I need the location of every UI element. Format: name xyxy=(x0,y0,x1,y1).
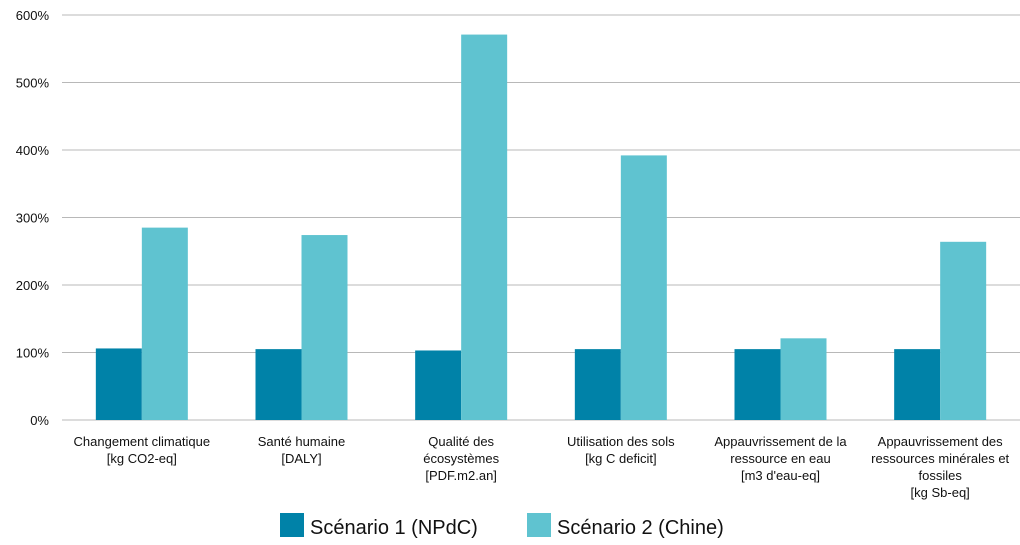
y-axis-ticks: 0% 100% 200% 300% 400% 500% 600% xyxy=(16,8,50,428)
y-tick-label: 500% xyxy=(16,76,50,91)
y-tick-label: 400% xyxy=(16,143,50,158)
x-axis-ticks: Changement climatique [kg CO2-eq] Santé hu… xyxy=(74,434,1010,500)
gridlines xyxy=(62,14,1020,421)
x-tick-label: Qualité des écosystèmes [PDF.m2.an] xyxy=(423,434,499,483)
bar-series2 xyxy=(141,227,188,420)
y-tick-label: 0% xyxy=(30,413,49,428)
y-tick-label: 600% xyxy=(16,8,50,23)
bar-series1 xyxy=(95,348,142,420)
bars xyxy=(95,34,987,420)
bar-series1 xyxy=(734,349,781,420)
legend-swatch-series2 xyxy=(527,513,551,537)
y-tick-label: 100% xyxy=(16,346,50,361)
x-tick-label: Appauvrissement des ressources minérales … xyxy=(871,434,1009,500)
bar-series1 xyxy=(574,349,621,420)
bar-series2 xyxy=(301,235,348,420)
bar-series1 xyxy=(894,349,941,420)
y-tick-label: 300% xyxy=(16,211,50,226)
bar-series2 xyxy=(940,241,987,420)
x-tick-label: Utilisation des sols [kg C deficit] xyxy=(567,434,675,466)
bar-series2 xyxy=(620,155,667,420)
bar-series2 xyxy=(780,338,827,420)
legend-label-series2: Scénario 2 (Chine) xyxy=(557,517,724,539)
bar-series2 xyxy=(461,34,508,420)
legend: Scénario 1 (NPdC) Scénario 2 (Chine) xyxy=(280,513,724,539)
x-tick-label: Appauvrissement de la ressource en eau [m3… xyxy=(714,434,847,483)
legend-label-series1: Scénario 1 (NPdC) xyxy=(310,517,478,539)
bar-series1 xyxy=(415,350,462,420)
bar-series1 xyxy=(255,349,302,420)
x-tick-label: Santé humaine [DALY] xyxy=(258,434,345,466)
legend-swatch-series1 xyxy=(280,513,304,537)
x-tick-label: Changement climatique [kg CO2-eq] xyxy=(74,434,211,466)
y-tick-label: 200% xyxy=(16,278,50,293)
